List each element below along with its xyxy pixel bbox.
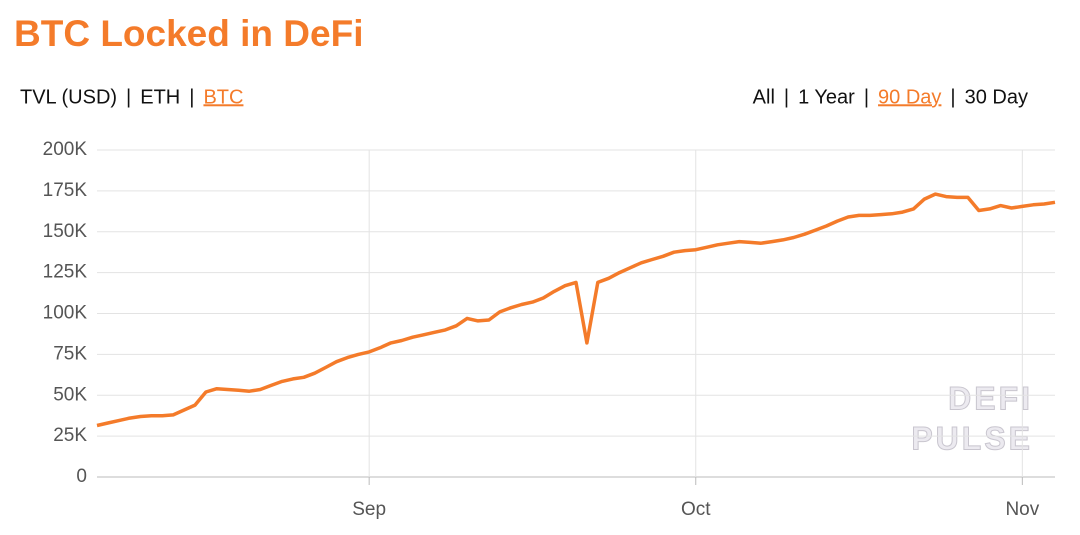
y-tick-label: 200K (43, 139, 88, 160)
y-tick-label: 50K (53, 384, 87, 405)
toggle-option[interactable]: ETH (140, 86, 180, 108)
y-tick-label: 25K (53, 425, 87, 446)
y-tick-label: 175K (43, 180, 88, 201)
toggle-option[interactable]: All (753, 86, 775, 108)
watermark-text: DEFI (948, 380, 1033, 416)
separator: | (950, 86, 955, 108)
y-tick-label: 125K (43, 262, 88, 283)
chart-title: BTC Locked in DeFi (14, 13, 363, 54)
toggle-option[interactable]: 1 Year (798, 86, 855, 108)
toggle-option[interactable]: 30 Day (965, 86, 1028, 108)
toggle-option[interactable]: TVL (USD) (20, 86, 117, 108)
separator: | (126, 86, 131, 108)
watermark-text: PULSE (911, 420, 1033, 456)
y-tick-label: 100K (43, 303, 88, 324)
watermark: DEFI PULSE (911, 380, 1033, 457)
x-tick-label: Oct (681, 499, 711, 520)
x-tick-label: Sep (352, 499, 386, 520)
y-tick-label: 75K (53, 343, 87, 364)
toggle-option: 90 Day (878, 86, 941, 108)
separator: | (189, 86, 194, 108)
y-tick-label: 150K (43, 221, 88, 242)
toggle-option: BTC (203, 86, 243, 108)
y-tick-label: 0 (76, 466, 87, 487)
separator: | (864, 86, 869, 108)
separator: | (784, 86, 789, 108)
line (96, 192, 1056, 428)
x-tick-label: Nov (1005, 499, 1039, 520)
